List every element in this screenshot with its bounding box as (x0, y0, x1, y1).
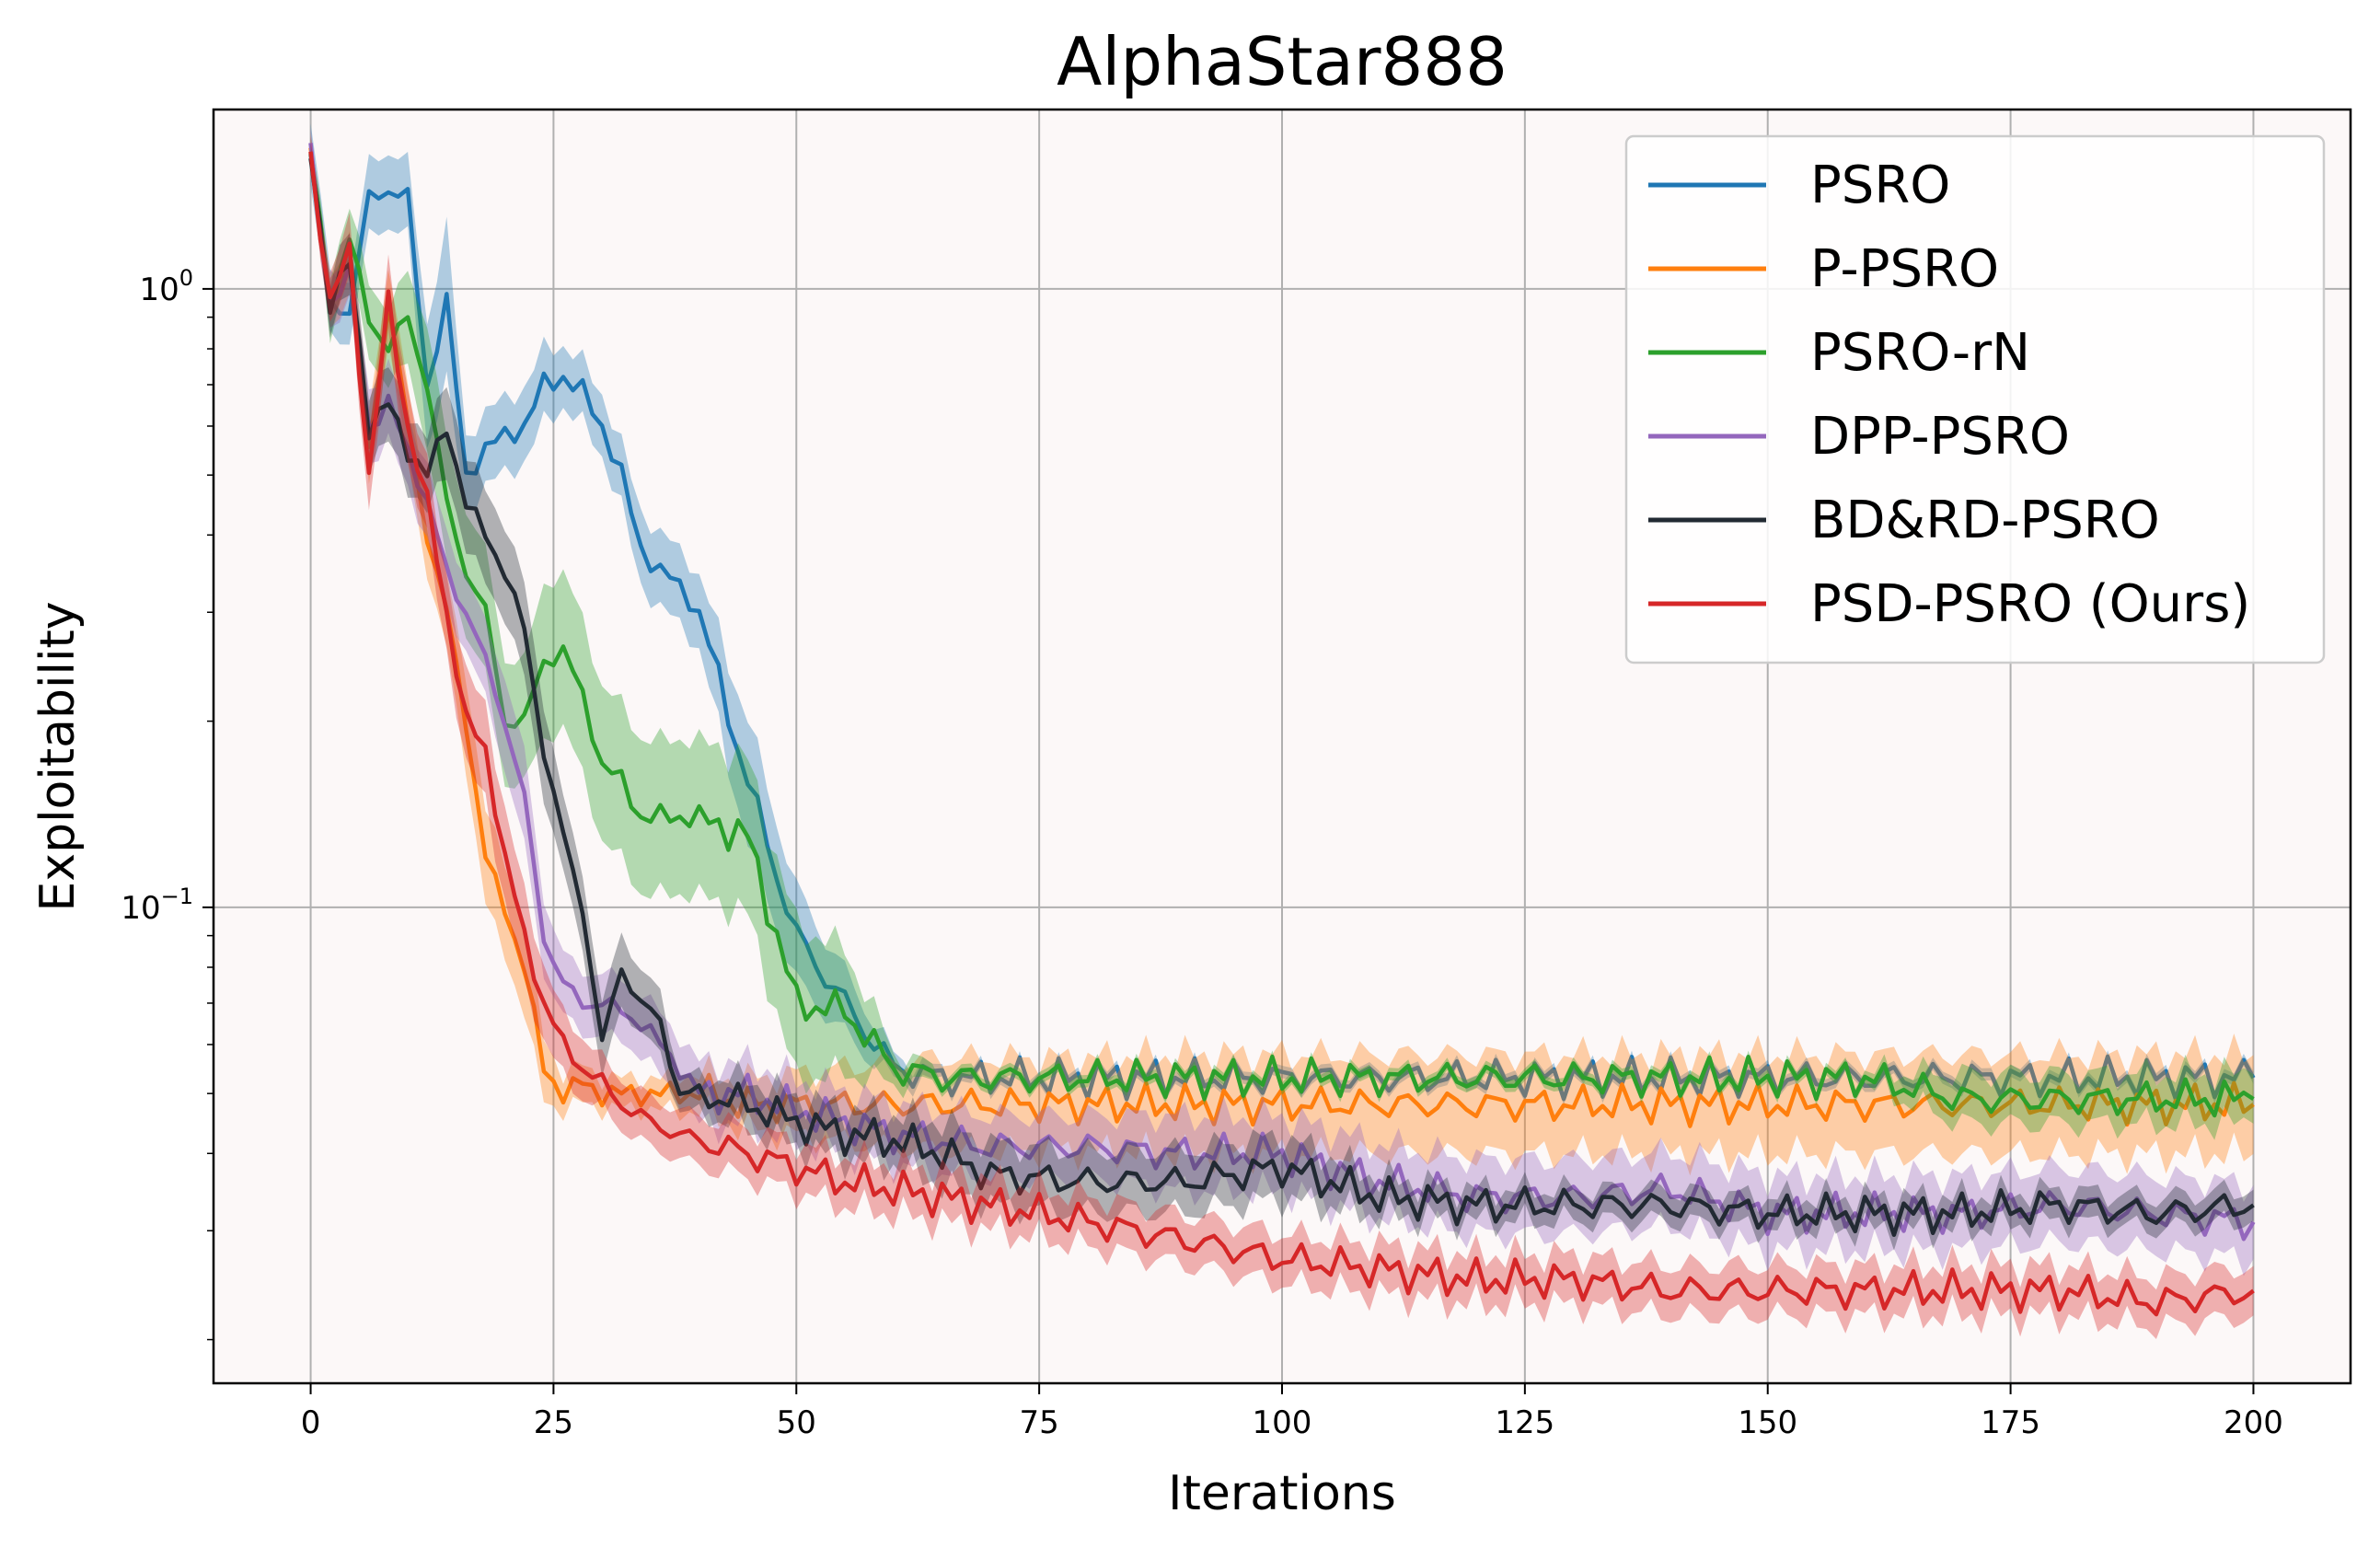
x-tick-label: 50 (777, 1404, 816, 1441)
x-tick-label: 100 (1253, 1404, 1312, 1441)
x-tick-label: 75 (1020, 1404, 1059, 1441)
legend-box (1624, 134, 2326, 664)
x-tick-label: 25 (534, 1404, 573, 1441)
legend-label: P-PSRO (1810, 239, 1999, 299)
series-line-psro (308, 154, 2256, 1102)
y-tick-label: 100 (139, 265, 193, 308)
legend-label: PSD-PSRO (Ours) (1810, 574, 2250, 634)
x-tick-label: 175 (1981, 1404, 2040, 1441)
y-tick-label: 10−1 (121, 884, 193, 927)
x-tick-label: 200 (2224, 1404, 2283, 1441)
x-tick-label: 150 (1738, 1404, 1797, 1441)
plot-area: 0 25 50 75 100 125 150 175 20010010−1PSROP-PSROP… (121, 108, 2352, 1441)
series-line-bd-rd-psro (308, 157, 2255, 1238)
legend-label: PSRO-rN (1810, 323, 2030, 383)
series-line-psd-psro-ours- (308, 151, 2255, 1317)
chart-title: AlphaStar888 (1057, 23, 1508, 100)
x-tick-label: 0 (301, 1404, 321, 1441)
series-line-dpp-psro (308, 143, 2256, 1242)
x-axis-label: Iterations (1168, 1466, 1396, 1521)
plot-frame (212, 108, 2352, 1385)
series-line-psro-rn (308, 152, 2255, 1118)
y-axis-label: Exploitability (30, 601, 86, 911)
x-tick-label: 125 (1495, 1404, 1554, 1441)
legend-label: DPP-PSRO (1810, 407, 2070, 467)
series-band-p-psro (310, 132, 2254, 1176)
legend: PSRO P-PSRO PSRO-rN DPP-PSRO BD&RD-PSRO PSD-P… (1624, 134, 2326, 664)
legend-label: BD&RD-PSRO (1810, 491, 2160, 550)
series-group (308, 123, 2256, 1339)
legend-label: PSRO (1810, 156, 1950, 215)
